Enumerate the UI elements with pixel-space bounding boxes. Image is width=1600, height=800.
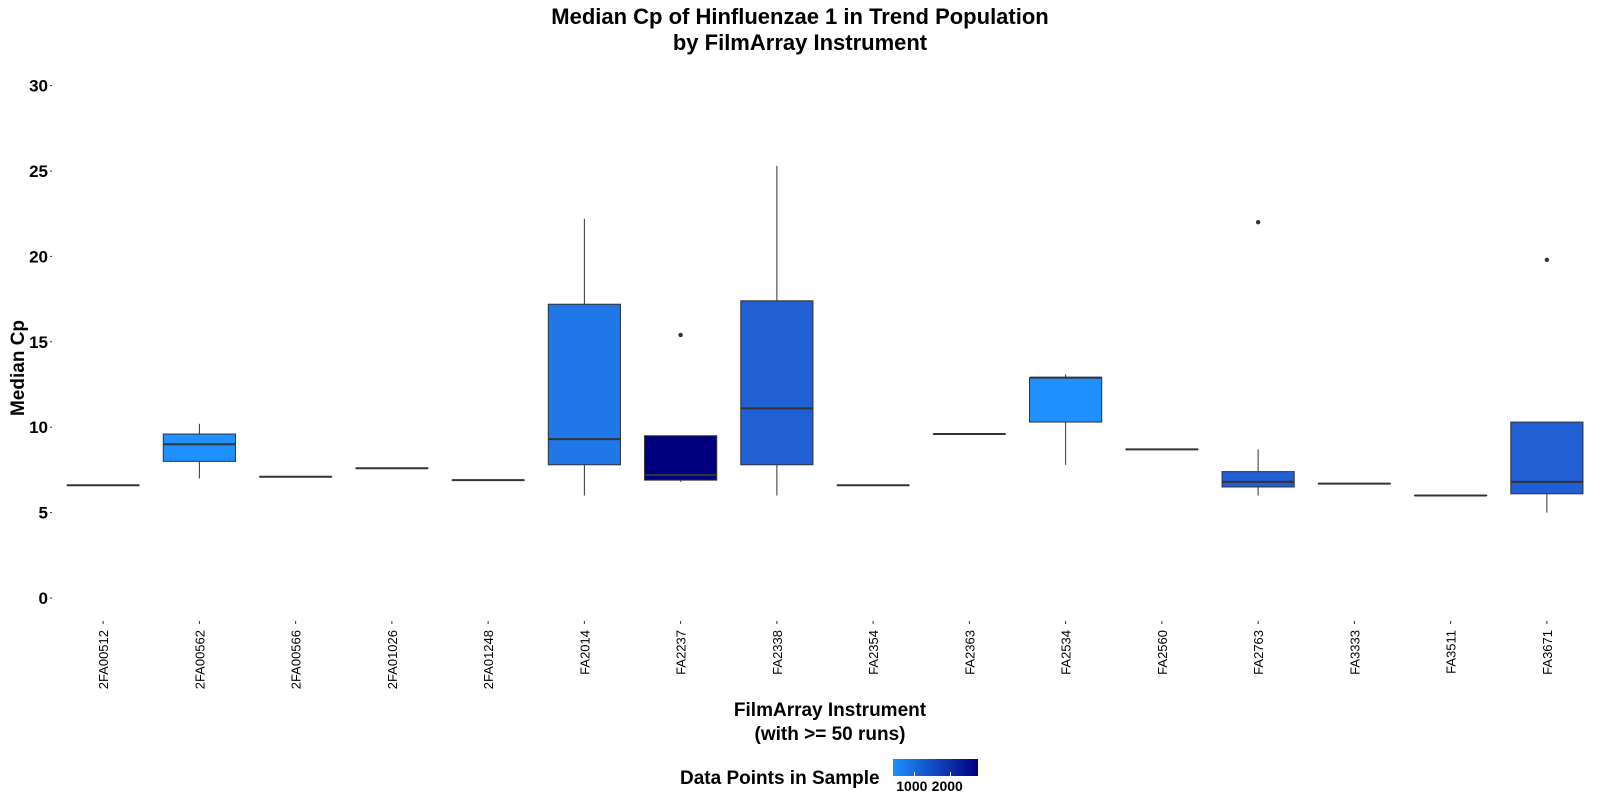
chart-subtitle: by FilmArray Instrument [672,30,928,55]
box-body [740,300,814,466]
x-tick-label: FA2363 [962,630,977,675]
y-tick-label: 30 [29,77,48,96]
x-tick-label: FA3333 [1347,630,1362,675]
box-2FA00562: 2FA00562 [162,423,236,689]
box-FA2763: FA2763 [1221,220,1295,675]
box-2FA00566: 2FA00566 [259,475,333,689]
x-axis-label: FilmArray Instrument [733,700,927,721]
box-2FA01026: 2FA01026 [355,467,429,689]
x-tick-label: FA2237 [674,630,689,675]
outlier-point [678,332,683,338]
y-tick-label: 20 [29,247,48,266]
x-axis-sublabel: (with >= 50 runs) [754,724,906,745]
legend-title: Data Points in Sample [680,768,880,789]
box-body [1510,421,1584,495]
box-FA2534: FA2534 [1029,374,1103,675]
x-tick-label: 2FA00512 [96,630,111,689]
legend-tick-label: 2000 [931,778,963,794]
legend-tick-mark [914,772,916,776]
box-body [1029,377,1103,423]
chart-title: Median Cp of Hinfluenzae 1 in Trend Popu… [551,4,1049,29]
x-tick-label: FA2338 [770,630,785,675]
y-tick-label: 25 [29,162,48,181]
box-body [162,433,236,462]
legend-tick-mark [949,772,951,776]
box-FA2560: FA2560 [1125,448,1199,675]
x-tick-label: FA3671 [1540,630,1555,675]
outlier-point [1255,220,1261,225]
box-FA2363: FA2363 [932,433,1006,675]
x-tick-label: FA2560 [1155,630,1170,675]
x-tick-label: 2FA00562 [192,630,207,689]
legend-colorbar [893,759,978,776]
x-tick-label: FA2014 [577,630,592,675]
box-FA3511: FA3511 [1414,494,1488,674]
y-tick-label: 0 [39,589,48,608]
box-FA2338: FA2338 [740,165,814,675]
box-FA3333: FA3333 [1317,482,1391,675]
box-FA2354: FA2354 [836,484,910,675]
x-tick-label: FA2763 [1251,630,1266,675]
outlier-point [1544,257,1550,263]
box-FA3671: FA3671 [1510,257,1584,675]
legend-tick-label: 1000 [896,778,928,794]
y-tick-label: 10 [29,418,48,437]
y-tick-label: 5 [39,504,48,523]
x-tick-label: 2FA01248 [481,630,496,689]
box-body [644,435,718,481]
x-tick-label: 2FA01026 [385,630,400,689]
box-2FA01248: 2FA01248 [451,479,525,689]
box-body [1221,471,1295,488]
box-FA2014: FA2014 [547,218,621,675]
x-tick-label: FA2354 [866,630,881,675]
x-tick-label: FA3511 [1444,630,1459,674]
box-FA2237: FA2237 [644,332,718,675]
box-2FA00512: 2FA00512 [66,484,140,689]
x-tick-label: FA2534 [1059,630,1074,675]
y-tick-label: 15 [29,333,48,352]
x-tick-label: 2FA00566 [289,630,304,689]
box-body [547,303,621,466]
